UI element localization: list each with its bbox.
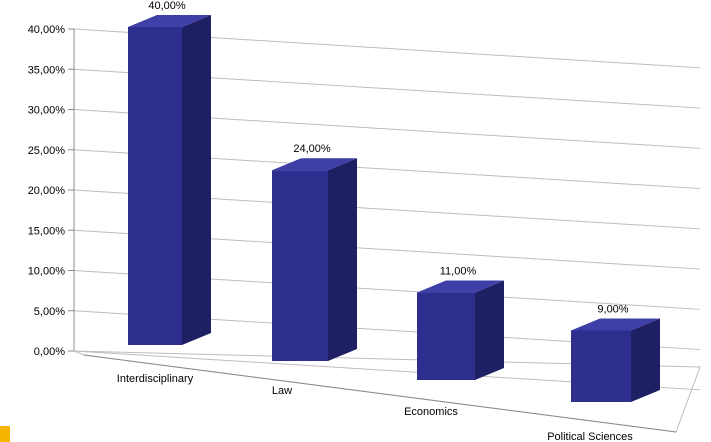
bar-front-face [128, 27, 182, 345]
category-label-political-sciences: Political Sciences [547, 431, 633, 442]
data-label-law: 24,00% [293, 143, 331, 155]
data-label-interdisciplinary: 40,00% [148, 0, 186, 12]
category-label-economics: Economics [404, 406, 458, 418]
y-tick-label: 20,00% [28, 185, 66, 197]
bar-law [272, 158, 357, 361]
bar-side-face [328, 158, 357, 361]
bar-political-sciences [571, 318, 660, 402]
bars [128, 15, 660, 402]
y-tick-label: 30,00% [28, 105, 66, 117]
y-tick-label: 15,00% [28, 225, 66, 237]
bar-side-face [182, 15, 211, 345]
bar-top-face [128, 15, 211, 27]
bar-top-face [571, 318, 660, 331]
data-label-economics: 11,00% [440, 266, 477, 278]
bar-side-face [475, 280, 504, 380]
bar-economics [417, 280, 504, 380]
data-labels: 40,00% 24,00% 11,00% 9,00% [148, 0, 628, 315]
category-label-law: Law [272, 385, 292, 397]
y-tick-label: 35,00% [28, 64, 66, 76]
bar-front-face [417, 292, 475, 380]
bar-interdisciplinary [128, 15, 211, 345]
data-label-political-sciences: 9,00% [597, 303, 628, 315]
y-tick-label: 0,00% [34, 346, 65, 358]
bar-top-face [417, 280, 504, 293]
y-axis-ticks: 0,00% 5,00% 10,00% 15,00% 20,00% 25,00% 30,00%… [28, 24, 66, 358]
y-tick-label: 25,00% [28, 145, 66, 157]
bar-front-face [272, 170, 328, 361]
category-label-interdisciplinary: Interdisciplinary [117, 373, 194, 385]
x-axis-line [83, 354, 677, 433]
y-tick-label: 40,00% [28, 24, 66, 36]
y-tick-label: 5,00% [34, 306, 65, 318]
bar-front-face [571, 330, 631, 402]
x-axis-categories: Interdisciplinary Law Economics Political S… [117, 373, 634, 442]
y-tick-label: 10,00% [28, 266, 66, 278]
corner-marker [0, 426, 10, 442]
bar-top-face [272, 158, 357, 171]
bar-side-face [631, 318, 660, 402]
